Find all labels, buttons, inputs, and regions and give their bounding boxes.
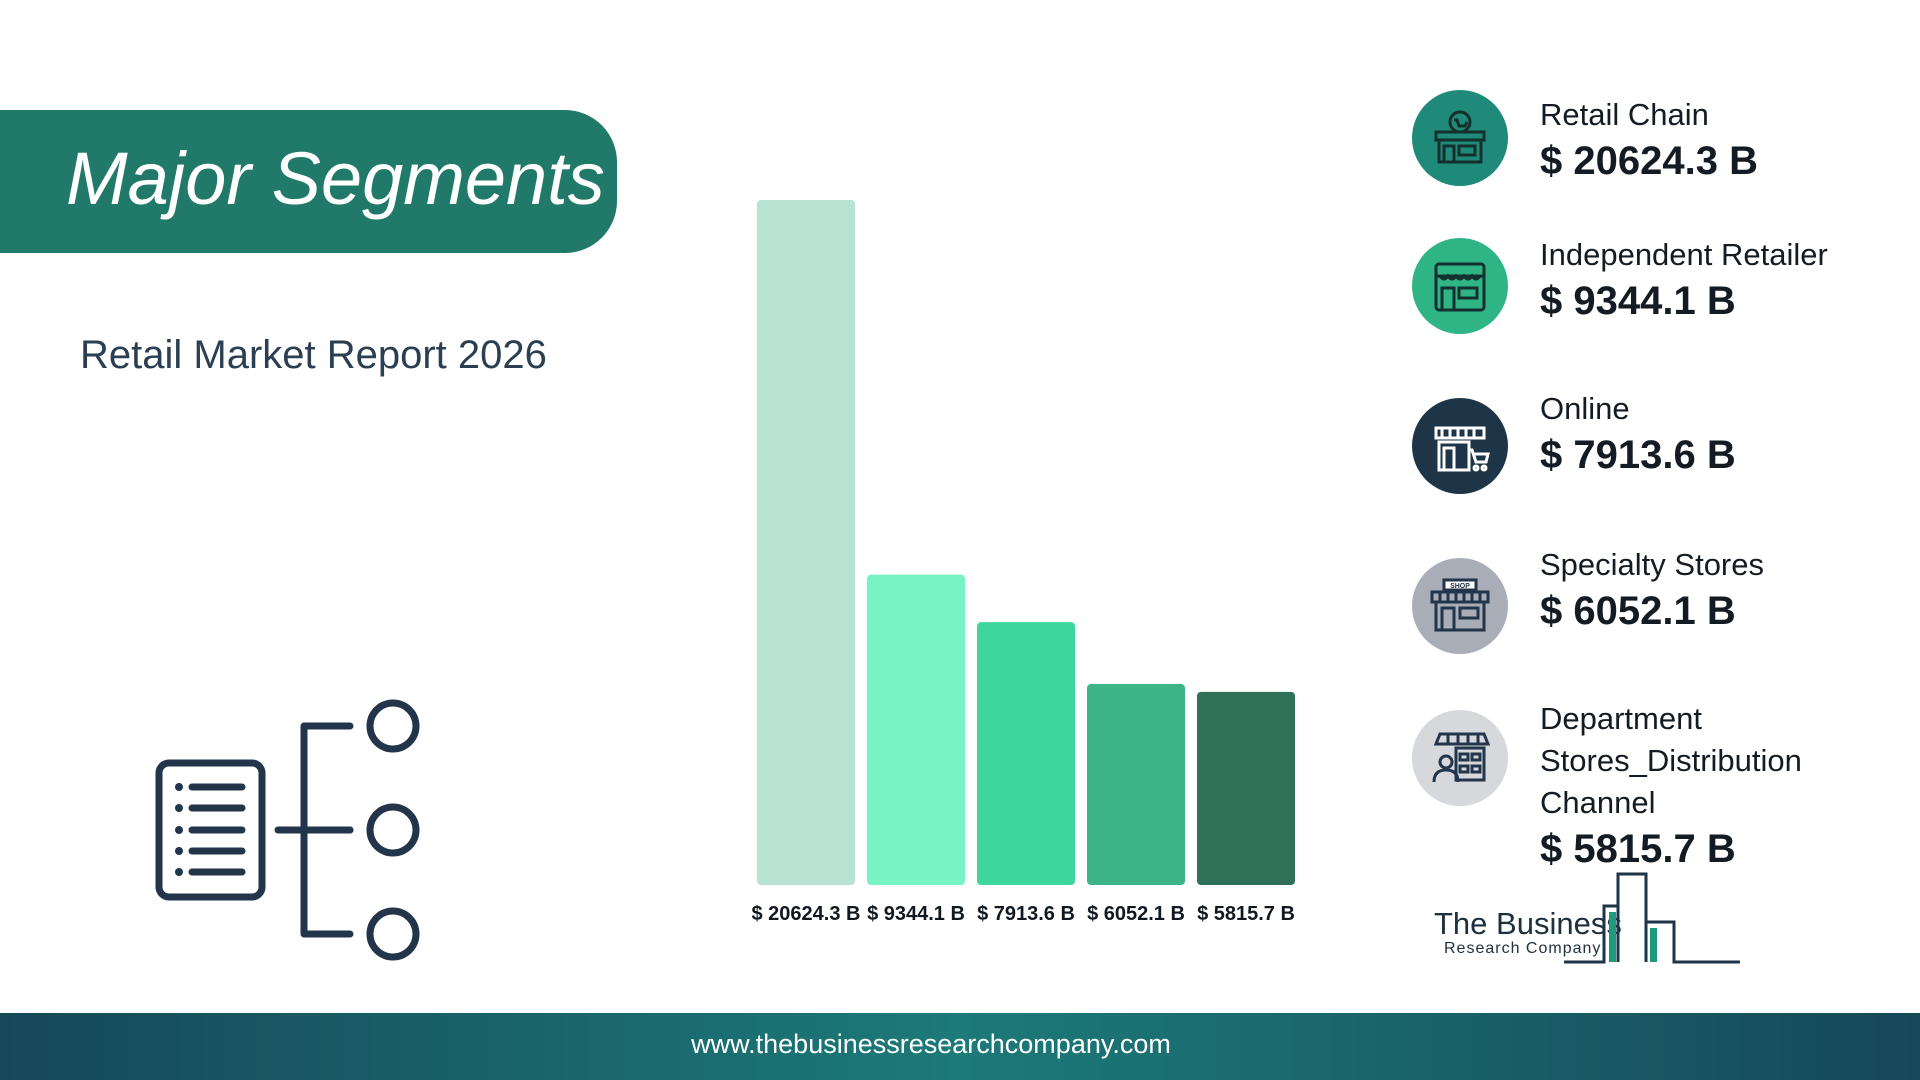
- page-subtitle: Retail Market Report 2026: [80, 333, 547, 377]
- legend-label: Specialty Stores: [1540, 547, 1764, 582]
- footer: www.thebusinessresearchcompany.com: [0, 1013, 1920, 1080]
- legend-label: Independent Retailer: [1540, 237, 1828, 272]
- bar-3: [977, 622, 1075, 885]
- online-store-cart-icon: [1412, 398, 1508, 494]
- bar-5: [1197, 691, 1295, 885]
- legend-value: $ 6052.1 B: [1540, 589, 1736, 633]
- bar-value-label-3: $ 7913.6 B: [977, 903, 1075, 925]
- legend-label: Department Stores_Distribution Channel: [1540, 701, 1802, 820]
- legend-value: $ 20624.3 B: [1540, 139, 1758, 183]
- bar-1: [757, 200, 855, 885]
- title-banner: Major Segments: [0, 110, 617, 253]
- svg-text:SHOP: SHOP: [1450, 583, 1470, 590]
- brand-name: The Business: [1434, 906, 1622, 941]
- legend-value: $ 9344.1 B: [1540, 279, 1736, 323]
- brand-tagline: Research Company: [1444, 940, 1602, 957]
- specialty-shop-icon: SHOP: [1412, 558, 1508, 654]
- footer-url-link[interactable]: www.thebusinessresearchcompany.com: [691, 1029, 1171, 1059]
- independent-retailer-store-icon: [1412, 238, 1508, 334]
- department-store-icon: [1412, 710, 1508, 806]
- page-title: Major Segments: [66, 137, 605, 220]
- legend-value: $ 5815.7 B: [1540, 827, 1736, 871]
- bar-value-label-4: $ 6052.1 B: [1087, 903, 1185, 925]
- legend-label: Retail Chain: [1540, 97, 1709, 132]
- bar-value-label-2: $ 9344.1 B: [867, 903, 965, 925]
- retail-chain-store-icon: [1412, 90, 1508, 186]
- bar-2: [867, 574, 965, 885]
- segments-tree-icon: [155, 699, 420, 961]
- bar-value-label-1: $ 20624.3 B: [751, 903, 861, 925]
- bar-value-label-5: $ 5815.7 B: [1197, 903, 1295, 925]
- legend-label: Online: [1540, 391, 1630, 426]
- bar-chart: [757, 200, 1295, 885]
- brand-skyline-icon: [1564, 872, 1740, 964]
- legend-value: $ 7913.6 B: [1540, 433, 1736, 477]
- bar-4: [1087, 683, 1185, 885]
- brand-logo: The Business Research Company: [1434, 870, 1754, 970]
